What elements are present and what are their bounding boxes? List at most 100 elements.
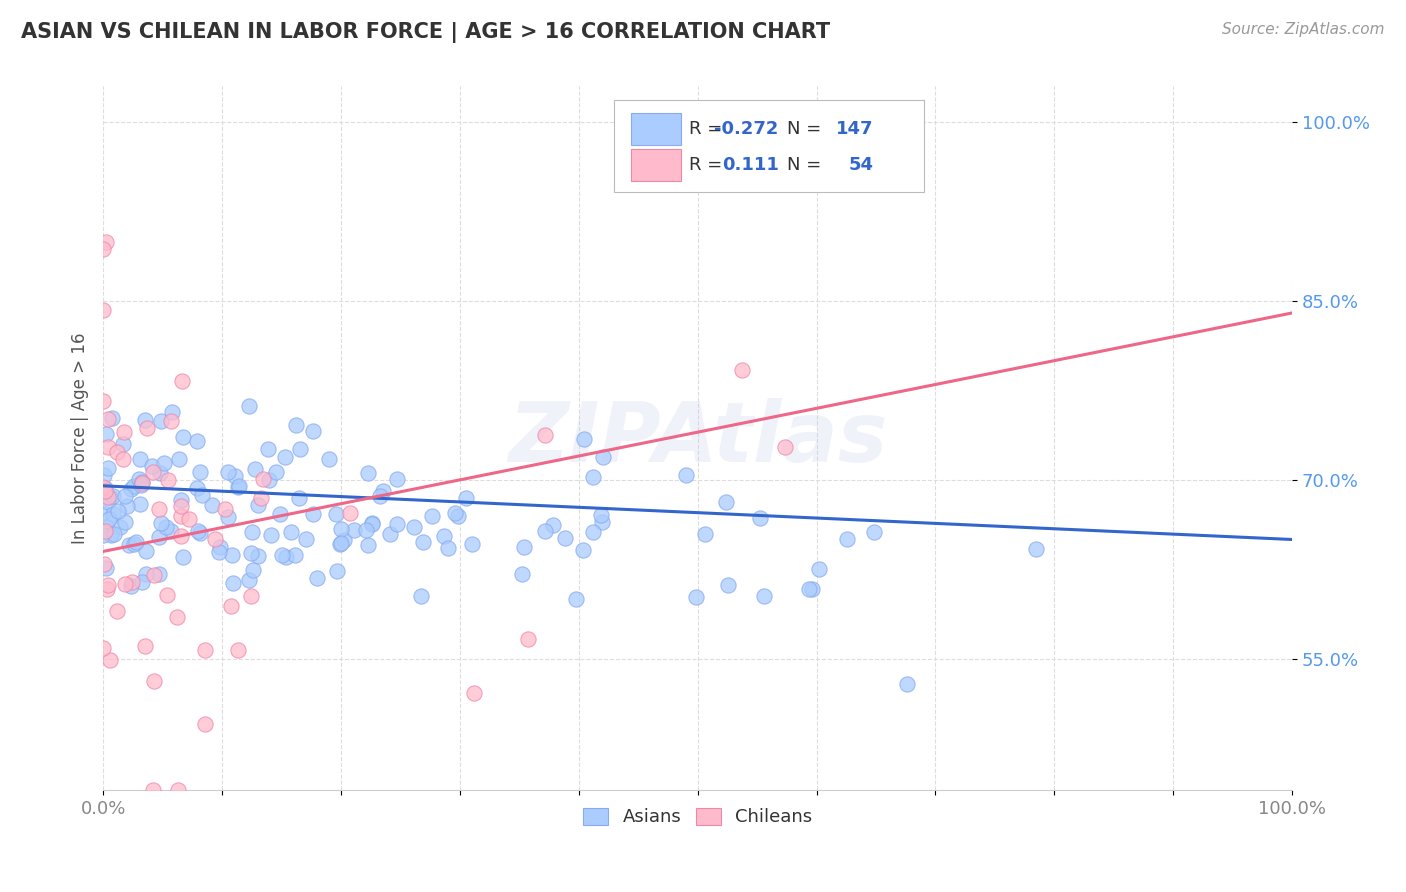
Point bbox=[217, 465, 239, 479]
Point bbox=[125, 535, 148, 549]
Point bbox=[242, 525, 264, 540]
Text: Source: ZipAtlas.com: Source: ZipAtlas.com bbox=[1222, 22, 1385, 37]
Point bbox=[101, 507, 124, 521]
Point bbox=[217, 510, 239, 524]
Point bbox=[285, 418, 308, 433]
Point bbox=[799, 582, 821, 597]
Point bbox=[238, 573, 260, 587]
Point bbox=[219, 599, 242, 613]
Point bbox=[339, 506, 361, 520]
Legend: Asians, Chileans: Asians, Chileans bbox=[575, 800, 820, 834]
Point bbox=[412, 535, 434, 549]
Point bbox=[94, 482, 117, 496]
Point bbox=[318, 451, 340, 466]
Point bbox=[191, 488, 214, 502]
Point bbox=[172, 430, 194, 444]
Point bbox=[131, 475, 153, 489]
Point bbox=[128, 473, 150, 487]
Point bbox=[226, 480, 249, 494]
Point bbox=[329, 536, 352, 550]
Point bbox=[361, 516, 384, 531]
Point bbox=[343, 524, 366, 538]
Point bbox=[91, 528, 114, 542]
Point bbox=[112, 437, 135, 451]
Point bbox=[124, 537, 146, 551]
Point bbox=[238, 399, 260, 413]
Point bbox=[896, 677, 918, 691]
Point bbox=[120, 579, 142, 593]
Point bbox=[357, 538, 380, 552]
Point bbox=[186, 481, 208, 495]
Point bbox=[271, 548, 294, 562]
Point bbox=[160, 405, 183, 419]
Point bbox=[142, 568, 165, 582]
Point bbox=[513, 540, 536, 554]
Point bbox=[264, 465, 287, 479]
Point bbox=[269, 508, 291, 522]
Text: R =: R = bbox=[689, 120, 723, 138]
Point bbox=[204, 532, 226, 546]
Point bbox=[591, 515, 613, 529]
Point bbox=[354, 523, 377, 537]
Point bbox=[731, 362, 754, 376]
Point bbox=[247, 499, 270, 513]
Point bbox=[155, 520, 177, 534]
Point bbox=[100, 528, 122, 542]
Point bbox=[170, 529, 193, 543]
Point bbox=[94, 561, 117, 575]
Point bbox=[179, 512, 201, 526]
Point bbox=[194, 643, 217, 657]
Point bbox=[228, 479, 250, 493]
Point bbox=[97, 412, 120, 426]
Point bbox=[149, 466, 172, 480]
Point bbox=[142, 466, 165, 480]
FancyBboxPatch shape bbox=[614, 101, 924, 192]
Point bbox=[135, 566, 157, 581]
Point bbox=[226, 643, 249, 657]
Point bbox=[368, 489, 391, 503]
Point bbox=[105, 604, 128, 618]
Point bbox=[114, 515, 136, 529]
Point bbox=[149, 516, 172, 530]
Point bbox=[149, 414, 172, 428]
Point bbox=[582, 470, 605, 484]
Point bbox=[409, 589, 432, 603]
Point bbox=[186, 434, 208, 448]
Point bbox=[288, 491, 311, 506]
Point bbox=[533, 428, 555, 442]
Point bbox=[120, 483, 142, 497]
Point bbox=[862, 524, 884, 539]
Point bbox=[148, 501, 170, 516]
Point bbox=[257, 442, 280, 456]
Point bbox=[112, 425, 135, 439]
Text: 54: 54 bbox=[849, 156, 873, 174]
Point bbox=[91, 393, 114, 408]
Point bbox=[463, 685, 485, 699]
Point bbox=[194, 717, 217, 731]
Point bbox=[188, 465, 211, 479]
Text: 147: 147 bbox=[837, 120, 873, 138]
Point bbox=[170, 509, 193, 524]
Point bbox=[148, 530, 170, 544]
Point bbox=[112, 452, 135, 467]
Point bbox=[252, 472, 274, 486]
Point bbox=[572, 543, 595, 558]
Point bbox=[378, 527, 401, 541]
Point bbox=[91, 480, 114, 494]
Point bbox=[325, 507, 347, 521]
Point bbox=[97, 578, 120, 592]
Point bbox=[447, 508, 470, 523]
Point bbox=[773, 441, 796, 455]
Point bbox=[242, 563, 264, 577]
Point bbox=[142, 673, 165, 688]
Point bbox=[329, 537, 352, 551]
Point bbox=[385, 516, 408, 531]
Point bbox=[695, 526, 717, 541]
Point bbox=[807, 561, 830, 575]
Point bbox=[437, 541, 460, 555]
Text: ZIPAtlas: ZIPAtlas bbox=[508, 398, 887, 479]
Text: -0.272: -0.272 bbox=[714, 120, 779, 138]
Point bbox=[801, 582, 824, 596]
Point bbox=[517, 632, 540, 646]
Point bbox=[201, 498, 224, 512]
